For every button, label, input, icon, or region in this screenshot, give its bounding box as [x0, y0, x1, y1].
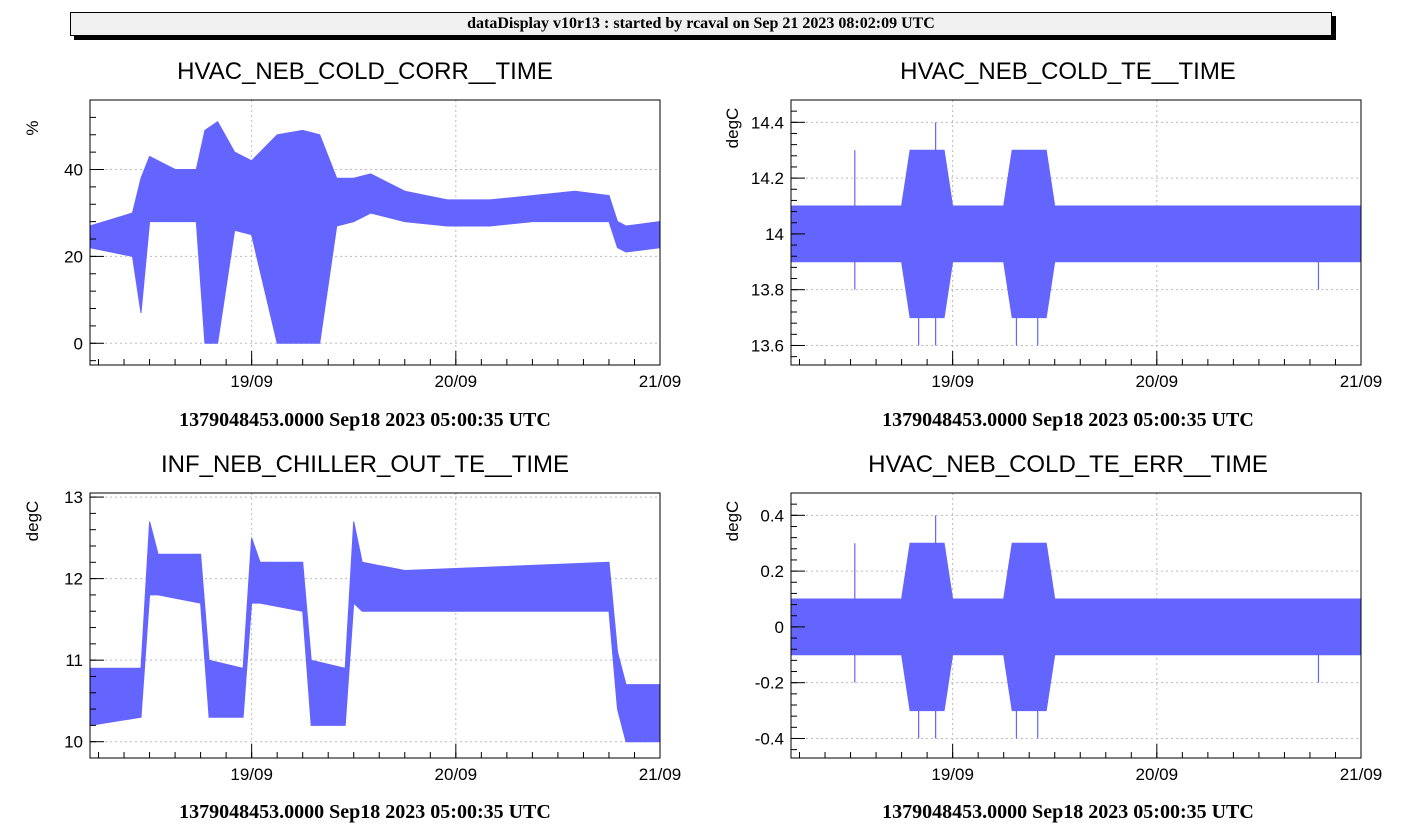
x-tick-label: 19/09	[230, 765, 273, 784]
chart-panel-2: 10 11 12 13 19/09 20/09 21/09 INF_NEB_CHILLER_O…	[23, 451, 681, 823]
x-tick-label: 21/09	[639, 765, 682, 784]
plot-frame	[790, 492, 1362, 759]
y-axis-label: degC	[723, 501, 742, 542]
x-axis-timestamp-label: 1379048453.0000 Sep18 2023 05:00:35 UTC	[179, 801, 551, 823]
y-tick-label: 13.6	[751, 336, 784, 355]
x-tick-label: 21/09	[639, 372, 682, 391]
chart-title: HVAC_NEB_COLD_TE__TIME	[900, 58, 1236, 85]
x-tick-label: 20/09	[435, 765, 478, 784]
y-tick-label: -0.4	[755, 729, 784, 748]
series-band-0	[790, 542, 1362, 712]
x-tick-label: 20/09	[1136, 765, 1179, 784]
header-bar: dataDisplay v10r13 : started by rcaval o…	[70, 12, 1332, 36]
y-tick-label: 0	[775, 618, 784, 637]
x-tick-label: 19/09	[230, 372, 273, 391]
y-tick-label: 12	[64, 570, 83, 589]
y-tick-label: 10	[64, 733, 83, 752]
y-tick-label: 14.4	[751, 113, 784, 132]
y-tick-label: 13.8	[751, 281, 784, 300]
chart-title: HVAC_NEB_COLD_CORR__TIME	[177, 58, 553, 85]
y-tick-label: -0.2	[755, 674, 784, 693]
y-tick-label: 0.4	[760, 506, 784, 525]
y-axis-label: degC	[23, 501, 42, 542]
x-axis-timestamp-label: 1379048453.0000 Sep18 2023 05:00:35 UTC	[882, 409, 1254, 431]
x-axis-timestamp-label: 1379048453.0000 Sep18 2023 05:00:35 UTC	[179, 409, 551, 431]
chart-title: HVAC_NEB_COLD_TE_ERR__TIME	[868, 451, 1268, 478]
header-text: dataDisplay v10r13 : started by rcaval o…	[467, 15, 935, 32]
y-tick-label: 14	[765, 225, 784, 244]
chart-panel-1: 13.6 13.8 14 14.2 14.4 19/09 20/09 21/09 HVAC_NE…	[723, 58, 1382, 431]
y-tick-label: 13	[64, 488, 83, 507]
y-tick-label: 11	[65, 651, 83, 670]
y-axis-label: degC	[723, 108, 742, 149]
y-tick-label: 40	[64, 161, 83, 180]
series-band-0	[89, 120, 661, 344]
x-tick-label: 20/09	[1136, 372, 1179, 391]
series-band-0	[89, 521, 661, 743]
x-tick-label: 21/09	[1340, 372, 1383, 391]
plot-frame	[89, 492, 661, 759]
x-tick-label: 19/09	[931, 765, 974, 784]
chart-panel-3: -0.4 -0.2 0 0.2 0.4 19/09 20/09 21/09 HVAC_NEB_C…	[723, 451, 1382, 823]
plot-frame	[89, 99, 661, 366]
chart-panel-0: 0 20 40 19/09 20/09 21/09 HVAC_NEB_COLD_CORR__…	[23, 58, 681, 431]
y-tick-label: 0	[74, 334, 83, 353]
x-tick-label: 21/09	[1340, 765, 1383, 784]
y-tick-label: 14.2	[751, 169, 784, 188]
x-axis-timestamp-label: 1379048453.0000 Sep18 2023 05:00:35 UTC	[882, 801, 1254, 823]
chart-title: INF_NEB_CHILLER_OUT_TE__TIME	[161, 451, 569, 478]
x-tick-label: 19/09	[931, 372, 974, 391]
x-tick-label: 20/09	[435, 372, 478, 391]
y-tick-label: 20	[64, 247, 83, 266]
y-axis-label: %	[23, 120, 42, 135]
y-tick-label: 0.2	[760, 562, 784, 581]
series-band-0	[790, 149, 1362, 319]
plot-frame	[790, 99, 1362, 366]
